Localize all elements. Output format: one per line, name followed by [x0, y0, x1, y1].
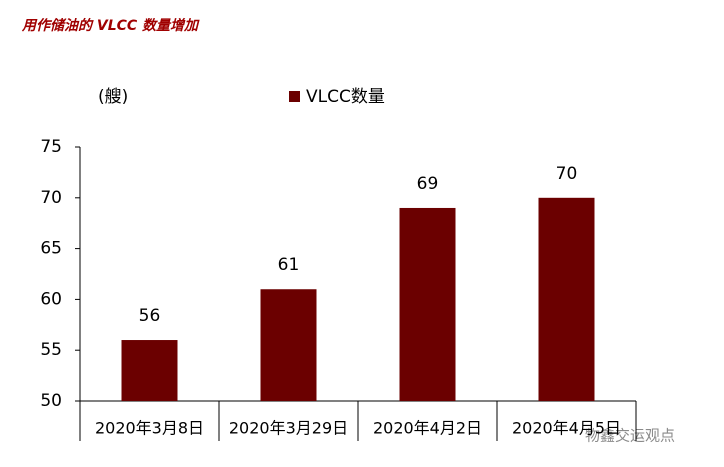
value-label: 69 [417, 174, 439, 194]
value-label: 56 [139, 306, 161, 326]
x-tick-label: 2020年3月29日 [229, 419, 348, 438]
legend-swatch [289, 91, 300, 102]
value-label: 61 [278, 255, 300, 275]
bar [260, 289, 317, 401]
y-tick-label: 55 [40, 340, 62, 360]
bar [538, 197, 595, 401]
y-tick-label: 60 [40, 289, 62, 309]
bar [121, 340, 178, 401]
chart-title: 用作储油的 VLCC 数量增加 [21, 17, 200, 34]
y-tick-label: 50 [40, 391, 62, 411]
y-axis-unit: (艘) [98, 87, 128, 107]
x-tick-label: 2020年4月5日 [512, 419, 621, 438]
bar [399, 207, 456, 401]
legend-label: VLCC数量 [306, 87, 385, 107]
y-tick-label: 75 [40, 137, 62, 157]
x-tick-label: 2020年4月2日 [373, 419, 482, 438]
x-tick-label: 2020年3月8日 [95, 419, 204, 438]
value-label: 70 [556, 164, 578, 184]
y-tick-label: 65 [40, 239, 62, 259]
watermark: 物鑫交运观点 [585, 427, 675, 445]
y-tick-label: 70 [40, 188, 62, 208]
